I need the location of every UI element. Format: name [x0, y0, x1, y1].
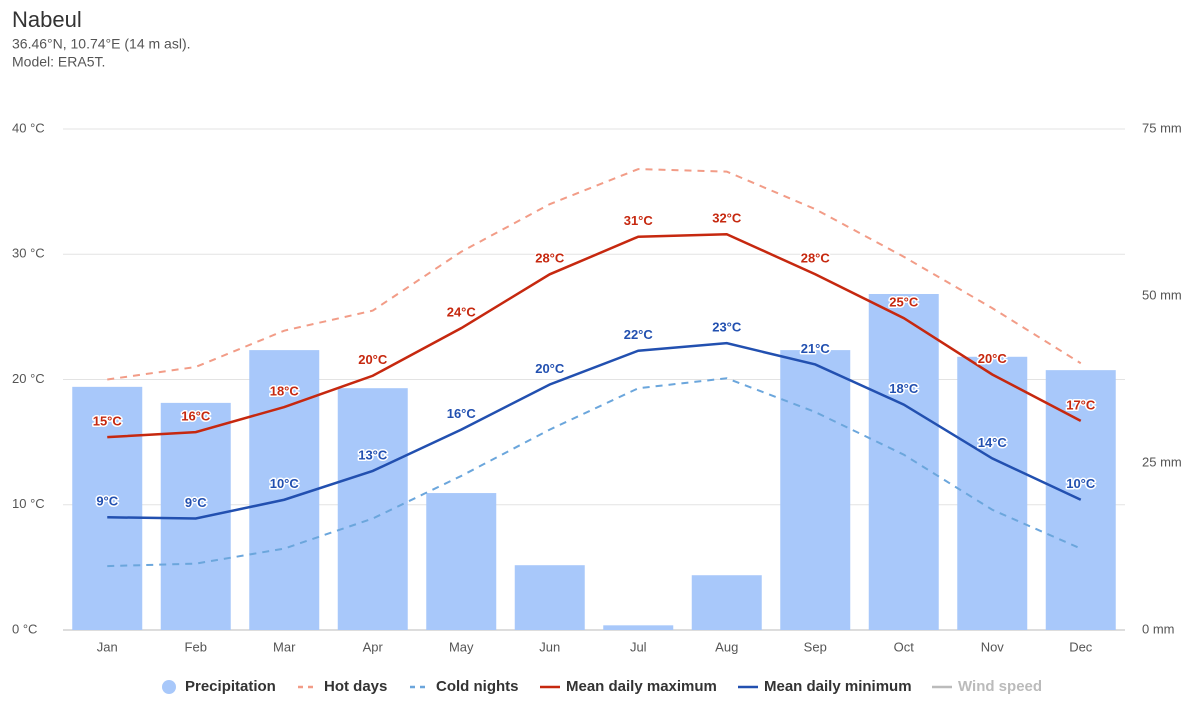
bar — [249, 350, 320, 630]
data-label: 23°C — [712, 320, 742, 335]
y2-tick-label: 50 mm — [1142, 287, 1182, 302]
x-tick-label: Aug — [715, 639, 738, 654]
line — [107, 168, 1082, 381]
legend-symbol — [162, 680, 176, 694]
bar — [337, 388, 408, 630]
data-label: 18°C — [270, 383, 300, 398]
x-tick-label: Feb — [185, 639, 207, 654]
data-label: 14°C — [978, 435, 1008, 450]
x-tick-label: Jan — [97, 639, 118, 654]
y2-tick-label: 75 mm — [1142, 120, 1182, 135]
data-label: 20°C — [535, 361, 565, 376]
chart-title: Nabeul — [12, 7, 82, 32]
data-label: 21°C — [801, 341, 831, 356]
x-tick-label: Nov — [981, 639, 1005, 654]
x-tick-label: May — [449, 639, 474, 654]
legend-label: Precipitation — [185, 678, 276, 695]
data-label: 9°C — [185, 495, 207, 510]
data-label: 25°C — [889, 295, 919, 310]
x-tick-label: Jun — [539, 639, 560, 654]
y2-tick-label: 25 mm — [1142, 454, 1182, 469]
bar — [603, 625, 674, 630]
line — [107, 232, 1082, 439]
bar — [72, 386, 143, 630]
x-tick-label: Mar — [273, 639, 296, 654]
legend-label: Mean daily maximum — [566, 678, 717, 695]
line — [107, 341, 1082, 520]
data-label: 16°C — [181, 409, 211, 424]
y-tick-label: 0 °C — [12, 621, 37, 636]
data-label: 22°C — [624, 327, 654, 342]
data-label: 28°C — [535, 251, 565, 266]
data-label: 28°C — [801, 251, 831, 266]
x-tick-label: Oct — [894, 639, 915, 654]
chart-subtitle: 36.46°N, 10.74°E (14 m asl). — [12, 36, 191, 52]
legend-label: Wind speed — [958, 678, 1042, 695]
y-tick-label: 20 °C — [12, 371, 45, 386]
x-tick-label: Apr — [363, 639, 384, 654]
x-tick-label: Dec — [1069, 639, 1093, 654]
data-label: 24°C — [447, 305, 477, 320]
data-label: 31°C — [624, 213, 654, 228]
data-label: 17°C — [1066, 397, 1096, 412]
bar — [868, 293, 939, 630]
data-label: 18°C — [889, 381, 919, 396]
bar — [160, 402, 231, 630]
chart-subtitle: Model: ERA5T. — [12, 54, 105, 70]
x-tick-label: Sep — [804, 639, 827, 654]
data-label: 20°C — [358, 352, 388, 367]
y-tick-label: 40 °C — [12, 120, 45, 135]
data-label: 10°C — [270, 476, 300, 491]
data-label: 10°C — [1066, 476, 1096, 491]
y2-tick-label: 0 mm — [1142, 621, 1175, 636]
bar — [957, 356, 1028, 630]
x-tick-label: Jul — [630, 639, 647, 654]
data-label: 15°C — [93, 414, 123, 429]
bar — [1045, 370, 1116, 630]
data-label: 9°C — [96, 494, 118, 509]
bar — [691, 575, 762, 630]
bar — [514, 565, 585, 630]
legend-label: Cold nights — [436, 678, 519, 695]
y-tick-label: 10 °C — [12, 496, 45, 511]
bar — [426, 493, 497, 630]
y-tick-label: 30 °C — [12, 246, 45, 261]
legend-label: Mean daily minimum — [764, 678, 912, 695]
bar — [780, 350, 851, 630]
data-label: 32°C — [712, 211, 742, 226]
data-label: 13°C — [358, 447, 388, 462]
data-label: 16°C — [447, 406, 477, 421]
legend-label: Hot days — [324, 678, 387, 695]
data-label: 20°C — [978, 351, 1008, 366]
